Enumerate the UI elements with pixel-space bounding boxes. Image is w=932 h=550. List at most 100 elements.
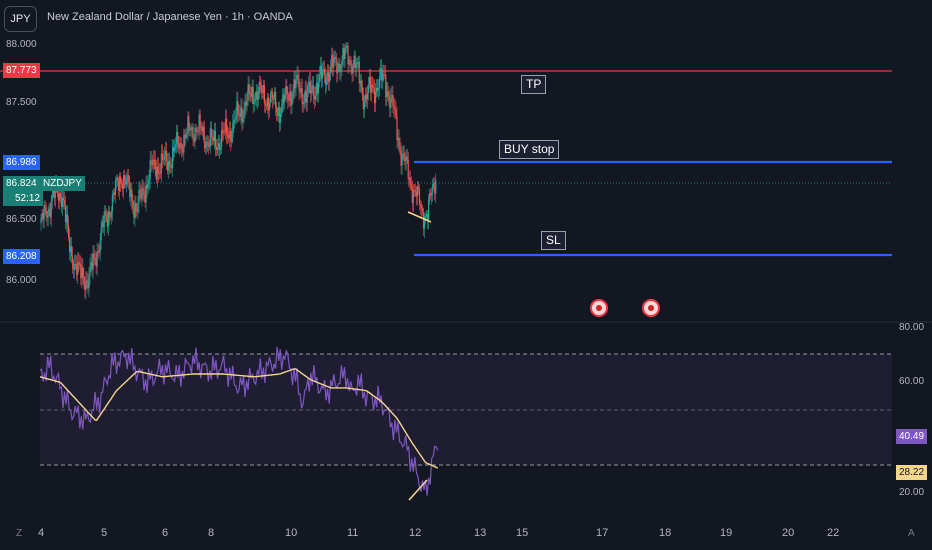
candle-body [184,134,186,139]
candle-body [210,128,212,137]
candle-body [248,84,250,92]
candle-body [126,178,128,185]
candle-body [270,91,273,95]
rsi-axis-label: 60.00 [899,376,925,387]
candle-body [142,188,144,192]
candle-body [216,147,219,150]
price-axis-label: 88.000 [6,39,37,50]
candle-body [129,182,131,197]
candle-body [179,143,181,149]
candle-body [212,137,214,141]
candle-body [139,189,141,193]
candle-body [125,180,127,185]
candle-body [269,94,272,103]
candle-body [329,74,331,82]
candle-body [242,118,244,123]
candle-body [50,201,52,218]
candle-body [292,92,294,99]
candle-body [152,159,154,166]
candle-body [41,213,43,218]
buy-stop-annotation[interactable]: BUY stop [499,140,560,159]
candle-body [225,118,227,132]
candle-body [49,208,51,218]
candle-body [283,94,285,103]
candle-body [175,144,177,148]
candle-body [244,102,246,110]
candle-body [170,166,173,169]
candle-body [306,92,308,103]
candle-body [218,143,221,151]
symbol-badge[interactable]: JPY [4,6,37,32]
candle-body [357,61,359,63]
candle-body [377,87,379,91]
candle-body [92,253,94,270]
candle-body [361,86,363,95]
candle-body [91,262,93,270]
candle-body [103,211,105,228]
candle-body [224,131,226,133]
candle-body [372,86,375,89]
candle-body [406,156,408,160]
candle-body [290,91,292,106]
sl-annotation[interactable]: SL [541,231,566,250]
time-axis-label: 10 [285,527,298,539]
tp-price-tag: 87.773 [3,63,40,78]
price-axis-label: 87.500 [6,97,37,108]
candle-body [376,87,378,92]
tp-annotation[interactable]: TP [521,75,547,94]
auto-scale-icon[interactable]: A [908,528,915,539]
candle-body [358,61,360,84]
candle-body [191,127,193,130]
candle-body [319,65,322,76]
candle-body [327,72,329,81]
candle-body [96,250,98,267]
candle-body [430,193,432,196]
candle-body [221,130,224,133]
time-axis-label: 18 [659,527,672,539]
candle-body [299,90,301,93]
candle-body [119,176,122,184]
candle-body [160,153,162,174]
candle-body [261,90,263,94]
candle-body [353,55,355,65]
candle-body [389,100,391,109]
candle-body [356,62,358,64]
candle-body [104,211,106,215]
candle-body [71,246,73,257]
candle-body [312,85,314,96]
candle-body [168,161,171,166]
candle-body [318,75,321,83]
candle-body [365,94,367,100]
time-axis-label: 8 [208,527,215,539]
candle-body [90,262,92,267]
candle-body [433,182,435,185]
candle-body [277,112,279,116]
candle-body [46,216,48,218]
timezone-icon[interactable]: Z [16,528,23,539]
candle-body [73,268,75,270]
candle-body [381,68,383,81]
candle-body [368,77,371,85]
candle-body [286,86,288,94]
candle-body [342,48,344,61]
candle-body [59,193,61,197]
candle-body [153,159,155,161]
candle-body [287,93,289,101]
candle-body [266,97,269,107]
candle-body [213,130,216,141]
candle-body [344,48,346,59]
candle-body [107,211,109,227]
candle-body [343,48,345,59]
candle-body [333,58,335,68]
candle-body [66,214,69,226]
candle-body [297,74,299,80]
candle-body [345,46,347,49]
candle-body [75,264,77,266]
candle-body [235,116,237,120]
candle-body [140,192,142,199]
candle-body [227,134,229,137]
candle-body [331,54,333,67]
candle-body [369,77,372,93]
candle-body [231,137,233,142]
